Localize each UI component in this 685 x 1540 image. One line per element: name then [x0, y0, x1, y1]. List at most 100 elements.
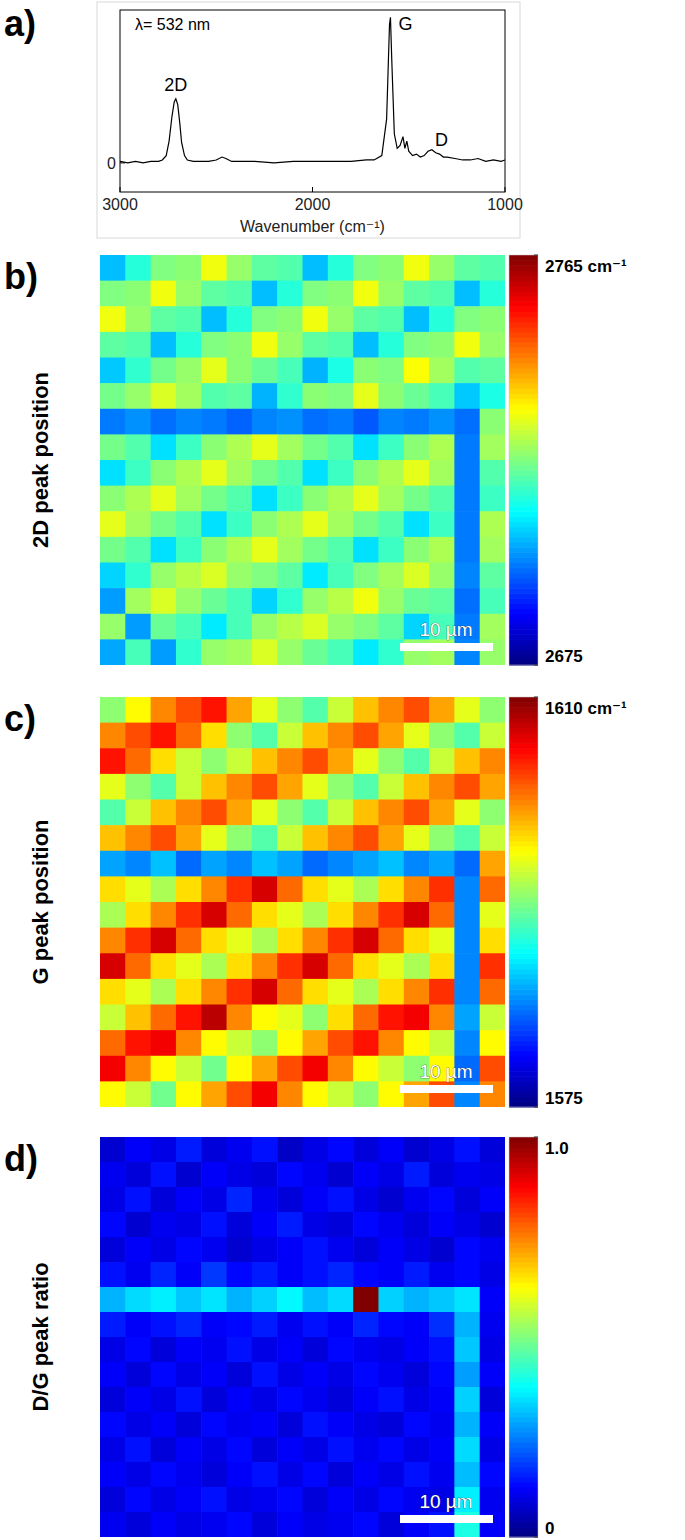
heatmap-cell — [176, 800, 202, 826]
heatmap-cell — [125, 255, 151, 281]
heatmap-cell — [100, 1187, 126, 1213]
heatmap-cell — [151, 511, 177, 537]
heatmap-cell — [353, 774, 379, 800]
heatmap-cell — [100, 800, 126, 826]
colorbar-step — [509, 723, 538, 729]
heatmap-cell — [353, 1212, 379, 1238]
heatmap-cell — [277, 639, 303, 665]
heatmap-cell — [252, 1005, 278, 1031]
heatmap-cell — [328, 979, 354, 1005]
heatmap-cell — [201, 306, 227, 332]
colorbar-step — [509, 1071, 538, 1077]
colorbar-step — [509, 1507, 538, 1513]
colorbar-step — [509, 486, 538, 492]
heatmap-cell — [151, 1056, 177, 1082]
colorbar-step — [509, 1005, 538, 1011]
heatmap-cell — [328, 723, 354, 749]
heatmap-cell — [176, 1412, 202, 1438]
colorbar-step — [509, 1040, 538, 1046]
heatmap-cell — [454, 409, 480, 435]
heatmap-cell — [429, 460, 455, 486]
heatmap-cell — [378, 511, 404, 537]
heatmap-cell — [404, 434, 430, 460]
colorbar-step — [509, 800, 538, 806]
heatmap-cell — [454, 588, 480, 614]
heatmap-cell — [151, 697, 177, 723]
heatmap-cell — [480, 1287, 505, 1313]
heatmap-cell — [328, 1487, 354, 1513]
colorbar-step — [509, 779, 538, 785]
heatmap-cell — [353, 723, 379, 749]
heatmap-cell — [277, 409, 303, 435]
heatmap-cell — [303, 409, 329, 435]
colorbar-step — [509, 1412, 538, 1418]
heatmap-cell — [328, 902, 354, 928]
heatmap-cell — [454, 1187, 480, 1213]
heatmap-cell — [429, 851, 455, 877]
colorbar-step — [509, 399, 538, 405]
heatmap-cell — [328, 409, 354, 435]
heatmap-cell — [353, 358, 379, 384]
heatmap-cell — [404, 255, 430, 281]
heatmap-cell — [227, 1512, 253, 1537]
heatmap-cell — [454, 486, 480, 512]
heatmap-cell — [201, 876, 227, 902]
colorbar-tick — [534, 1137, 538, 1138]
heatmap-cell — [454, 1262, 480, 1288]
colorbar-step — [509, 1147, 538, 1153]
heatmap-cell — [125, 639, 151, 665]
heatmap-cell — [353, 1462, 379, 1488]
panel-label: b) — [4, 256, 38, 297]
heatmap-cell — [303, 1437, 329, 1463]
heatmap-cell — [328, 1337, 354, 1363]
colorbar-step — [509, 475, 538, 481]
colorbar-step — [509, 481, 538, 487]
heatmap-cell — [252, 851, 278, 877]
x-tick — [505, 187, 506, 192]
heatmap-cell — [176, 876, 202, 902]
heatmap-cell — [100, 1462, 126, 1488]
heatmap-cell — [454, 876, 480, 902]
heatmap-cell — [227, 723, 253, 749]
heatmap-cell — [303, 588, 329, 614]
heatmap-cell — [328, 1212, 354, 1238]
heatmap-cell — [176, 697, 202, 723]
heatmap-cell — [454, 1030, 480, 1056]
heatmap-cell — [176, 614, 202, 640]
heatmap-cell — [404, 1162, 430, 1188]
heatmap-cell — [125, 486, 151, 512]
heatmap-cell — [252, 953, 278, 979]
heatmap-cell — [277, 1212, 303, 1238]
heatmap-cell — [404, 953, 430, 979]
heatmap-cell — [277, 748, 303, 774]
x-tick-label: 3000 — [102, 196, 138, 213]
colorbar-step — [509, 1087, 538, 1093]
heatmap-cell — [303, 774, 329, 800]
colorbar-step — [509, 1527, 538, 1533]
x-tick-label: 1000 — [487, 196, 523, 213]
colorbar-step — [509, 1522, 538, 1528]
colorbar-step — [509, 1227, 538, 1233]
colorbar-step — [509, 810, 538, 816]
colorbar-step — [509, 1512, 538, 1518]
heatmap-cell — [429, 1287, 455, 1313]
colorbar-tick — [534, 665, 538, 666]
colorbar-step — [509, 1081, 538, 1087]
heatmap-cell — [252, 1212, 278, 1238]
heatmap-cell — [429, 1030, 455, 1056]
colorbar-step — [509, 1097, 538, 1103]
heatmap-cell — [227, 1387, 253, 1413]
colorbar-step — [509, 342, 538, 348]
heatmap-cell — [252, 979, 278, 1005]
heatmap-cell — [125, 928, 151, 954]
heatmap-cell — [480, 1462, 505, 1488]
heatmap-cell — [404, 1437, 430, 1463]
heatmap-cell — [176, 902, 202, 928]
heatmap-cell — [429, 255, 455, 281]
heatmap-cell — [151, 748, 177, 774]
heatmap-cell — [277, 1312, 303, 1338]
heatmap-cell — [201, 1362, 227, 1388]
heatmap-cell — [227, 1287, 253, 1313]
heatmap-cell — [353, 1437, 379, 1463]
heatmap-cell — [151, 825, 177, 851]
